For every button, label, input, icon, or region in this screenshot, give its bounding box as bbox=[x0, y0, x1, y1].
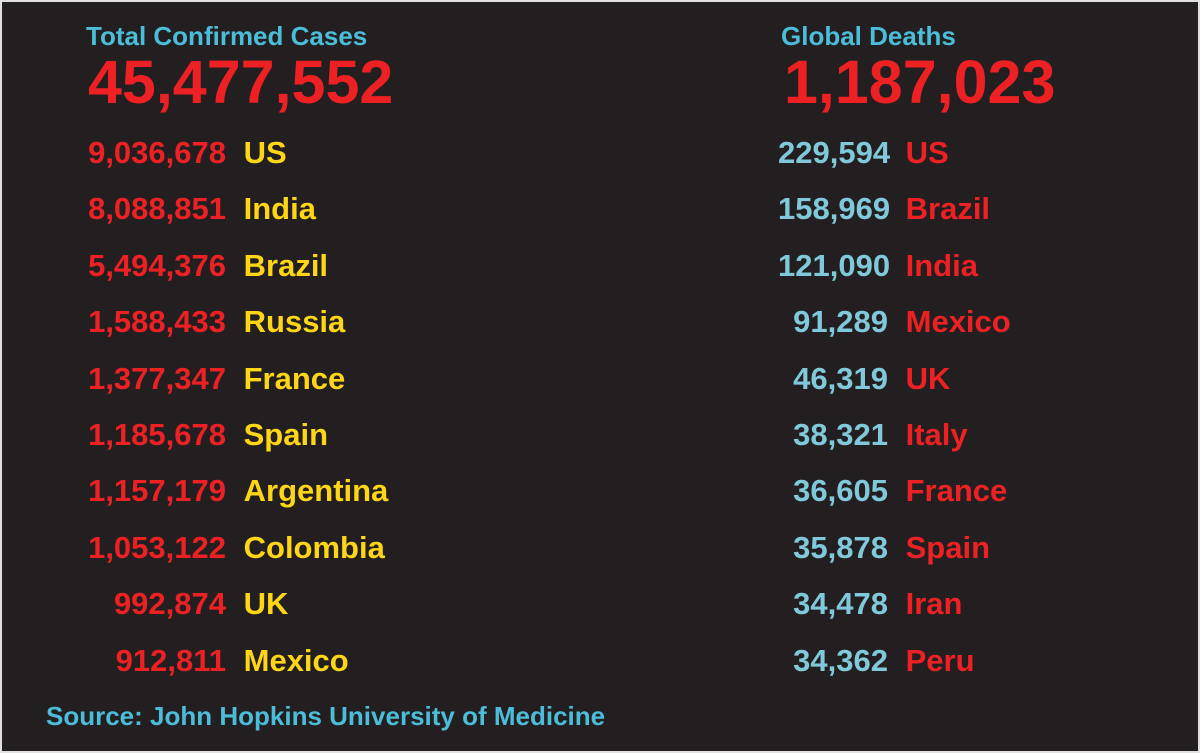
country-label: UK bbox=[905, 360, 951, 396]
deaths-value: 36,605 bbox=[793, 473, 888, 509]
confirmed-value: 5,494,376 bbox=[88, 247, 226, 283]
country-label: India bbox=[905, 247, 978, 283]
country-label: Iran bbox=[905, 586, 963, 622]
country-label: Brazil bbox=[905, 191, 991, 227]
confirmed-cases-list: 9,036,678 US 8,088,851 India 5,494,376 B… bbox=[86, 125, 388, 689]
global-deaths-list: 229,594 US 158,969 Brazil 121,090 India … bbox=[778, 125, 1011, 689]
confirmed-value: 1,377,347 bbox=[88, 360, 226, 396]
country-label: Argentina bbox=[243, 473, 389, 509]
deaths-value: 34,478 bbox=[793, 586, 888, 622]
confirmed-value: 912,811 bbox=[115, 642, 226, 678]
deaths-row-brazil: 158,969 Brazil bbox=[778, 181, 1011, 237]
country-label: France bbox=[905, 473, 1008, 509]
deaths-row-uk: 46,319 UK bbox=[778, 351, 1011, 407]
country-label: France bbox=[243, 360, 346, 396]
confirmed-value: 9,036,678 bbox=[88, 135, 226, 170]
confirmed-value: 8,088,851 bbox=[88, 191, 226, 227]
confirmed-value: 1,185,678 bbox=[88, 416, 226, 452]
confirmed-row-argentina: 1,157,179 Argentina bbox=[86, 463, 388, 519]
confirmed-row-brazil: 5,494,376 Brazil bbox=[86, 238, 388, 294]
deaths-row-france: 36,605 France bbox=[778, 463, 1011, 519]
confirmed-row-uk: 992,874 UK bbox=[86, 576, 388, 632]
country-label: UK bbox=[243, 586, 289, 622]
country-label: Italy bbox=[905, 416, 968, 452]
confirmed-cases-total: 45,477,552 bbox=[88, 48, 394, 116]
deaths-row-italy: 38,321 Italy bbox=[778, 407, 1011, 463]
deaths-row-iran: 34,478 Iran bbox=[778, 576, 1011, 632]
confirmed-row-russia: 1,588,433 Russia bbox=[86, 294, 388, 350]
confirmed-cases-title: Total Confirmed Cases bbox=[86, 21, 368, 51]
country-label: Spain bbox=[243, 416, 329, 452]
country-label: Brazil bbox=[243, 247, 329, 283]
deaths-value: 38,321 bbox=[793, 416, 888, 452]
confirmed-row-colombia: 1,053,122 Colombia bbox=[86, 520, 388, 576]
deaths-value: 46,319 bbox=[793, 360, 888, 396]
source-credit: Source: John Hopkins University of Medic… bbox=[46, 701, 606, 731]
deaths-value: 121,090 bbox=[778, 247, 891, 283]
confirmed-value: 1,588,433 bbox=[88, 304, 226, 340]
confirmed-row-spain: 1,185,678 Spain bbox=[86, 407, 388, 463]
deaths-row-india: 121,090 India bbox=[778, 238, 1011, 294]
confirmed-value: 1,157,179 bbox=[88, 473, 226, 509]
global-deaths-total: 1,187,023 bbox=[784, 48, 1056, 116]
country-label: Russia bbox=[243, 304, 346, 340]
country-label: US bbox=[243, 135, 287, 170]
country-label: US bbox=[905, 135, 949, 170]
country-label: India bbox=[243, 191, 316, 227]
deaths-value: 91,289 bbox=[793, 304, 888, 340]
deaths-row-us: 229,594 US bbox=[778, 125, 1011, 181]
country-label: Peru bbox=[905, 642, 975, 678]
global-deaths-title: Global Deaths bbox=[781, 21, 956, 51]
country-label: Mexico bbox=[243, 642, 349, 678]
confirmed-row-us: 9,036,678 US bbox=[86, 125, 388, 181]
confirmed-row-india: 8,088,851 India bbox=[86, 181, 388, 237]
deaths-value: 34,362 bbox=[793, 642, 888, 678]
deaths-value: 158,969 bbox=[778, 191, 891, 227]
confirmed-value: 992,874 bbox=[113, 586, 226, 622]
deaths-row-peru: 34,362 Peru bbox=[778, 633, 1011, 689]
deaths-value: 229,594 bbox=[778, 135, 891, 170]
deaths-value: 35,878 bbox=[793, 529, 888, 565]
deaths-row-mexico: 91,289 Mexico bbox=[778, 294, 1011, 350]
confirmed-row-france: 1,377,347 France bbox=[86, 351, 388, 407]
confirmed-value: 1,053,122 bbox=[88, 529, 226, 565]
confirmed-row-mexico: 912,811 Mexico bbox=[86, 633, 388, 689]
country-label: Colombia bbox=[243, 529, 385, 565]
country-label: Spain bbox=[905, 529, 991, 565]
deaths-row-spain: 35,878 Spain bbox=[778, 520, 1011, 576]
country-label: Mexico bbox=[905, 304, 1011, 340]
